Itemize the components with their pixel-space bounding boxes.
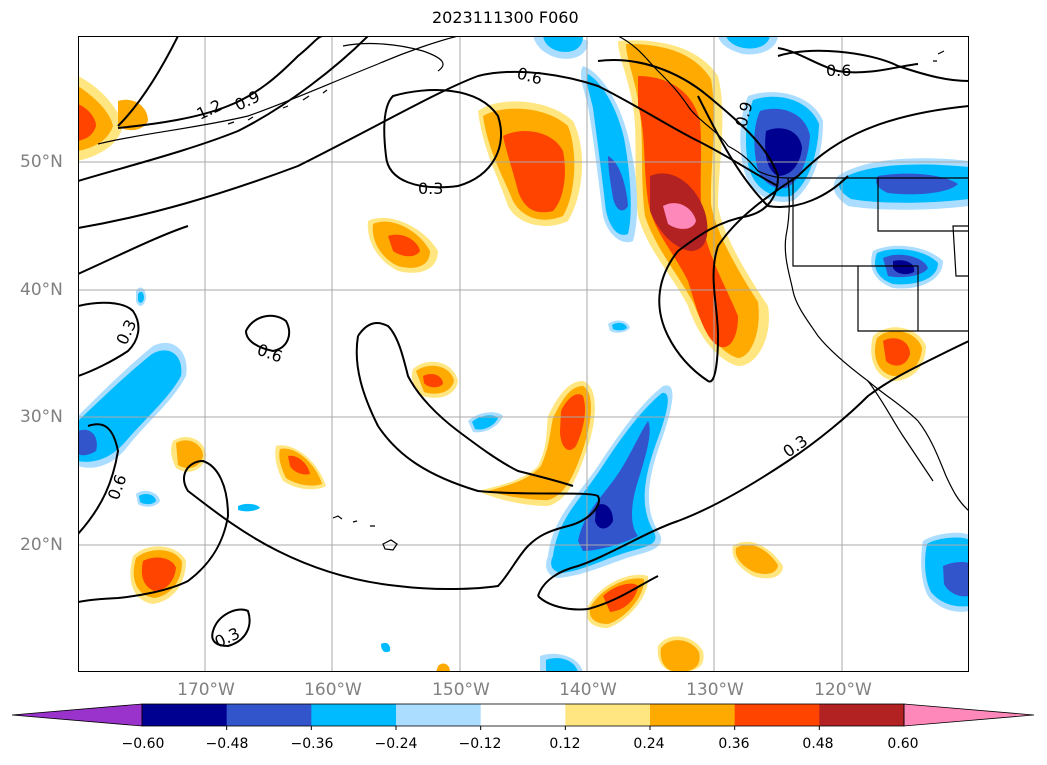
positive-anomaly-blob: [118, 99, 148, 131]
positive-anomaly-blob: [388, 234, 420, 257]
negative-anomaly-blob: [138, 291, 144, 303]
colorbar: [11, 703, 1035, 730]
positive-anomaly-blob: [883, 338, 910, 366]
colorbar-outline: [141, 703, 905, 727]
negative-anomaly-blob: [765, 128, 802, 176]
colorbar-tick-label: −0.36: [290, 736, 334, 752]
lat-label-50n: 50°N: [20, 152, 63, 172]
contour-label: 0.6: [826, 61, 851, 80]
negative-anomaly-blob: [381, 642, 391, 653]
shading-layer: [78, 36, 969, 672]
lon-label-150w: 150°W: [432, 680, 490, 700]
positive-anomaly-blob: [663, 203, 696, 229]
lat-label-20n: 20°N: [20, 535, 63, 555]
contour-label: 0.3: [418, 179, 443, 198]
positive-anomaly-blob: [560, 394, 586, 451]
colorbar-extend-max: [903, 703, 1035, 727]
negative-anomaly-blob: [595, 504, 613, 529]
negative-anomaly-blob: [139, 493, 156, 505]
lat-label-30n: 30°N: [20, 407, 63, 427]
negative-anomaly-blob: [78, 350, 182, 462]
lon-label-130w: 130°W: [686, 680, 744, 700]
lat-label-40n: 40°N: [20, 280, 63, 300]
positive-anomaly-blob: [78, 104, 96, 141]
colorbar-extend-min: [11, 703, 143, 727]
negative-anomaly-blob: [472, 415, 498, 430]
positive-anomaly-blob: [141, 557, 176, 591]
colorbar-tick-label: −0.12: [458, 736, 502, 752]
colorbar-segment: [142, 704, 228, 726]
positive-anomaly-blob: [735, 544, 778, 574]
negative-anomaly-blob: [612, 322, 627, 331]
negative-anomaly-blob: [78, 429, 97, 456]
colorbar-tick-label: −0.48: [205, 736, 249, 752]
negative-anomaly-blob: [546, 658, 578, 672]
colorbar-segment: [565, 704, 651, 726]
colorbar-segment: [480, 704, 566, 726]
positive-anomaly-blob: [436, 663, 450, 672]
negative-anomaly-blob: [876, 173, 958, 195]
colorbar-segment: [396, 704, 482, 726]
positive-anomaly-blob: [288, 455, 310, 475]
colorbar-tick-label: −0.24: [374, 736, 418, 752]
negative-anomaly-blob: [543, 36, 583, 52]
lon-label-140w: 140°W: [559, 680, 617, 700]
negative-anomaly-blob: [943, 561, 969, 597]
negative-anomaly-blob: [238, 503, 260, 512]
colorbar-segment: [819, 704, 905, 726]
colorbar-tick-label: 0.48: [802, 736, 834, 752]
negative-anomaly-blob: [726, 36, 770, 49]
colorbar-tick-label: 0.60: [887, 736, 919, 752]
lon-label-120w: 120°W: [814, 680, 872, 700]
contour-lines: [78, 36, 969, 648]
positive-anomaly-blob: [503, 131, 565, 213]
lon-label-160w: 160°W: [304, 680, 362, 700]
colorbar-tick-label: 0.12: [549, 736, 581, 752]
colorbar-tick-label: −0.60: [121, 736, 165, 752]
map-panel: 1.2 0.9 0.6 0.6 0.9 0.3 0.3 0.6 0.6 0.3 …: [78, 36, 969, 672]
positive-anomaly-blob: [423, 373, 443, 388]
lon-label-170w: 170°W: [177, 680, 235, 700]
colorbar-tick-label: 0.36: [718, 736, 750, 752]
colorbar-segment: [226, 704, 312, 726]
colorbar-tick-label: 0.24: [633, 736, 665, 752]
map-border: [78, 36, 969, 672]
colorbar-segment: [311, 704, 397, 726]
colorbar-segment: [734, 704, 820, 726]
negative-anomaly-blob: [608, 156, 628, 211]
positive-anomaly-blob: [660, 640, 700, 672]
colorbar-segment: [650, 704, 736, 726]
negative-anomaly-blob: [893, 260, 915, 275]
